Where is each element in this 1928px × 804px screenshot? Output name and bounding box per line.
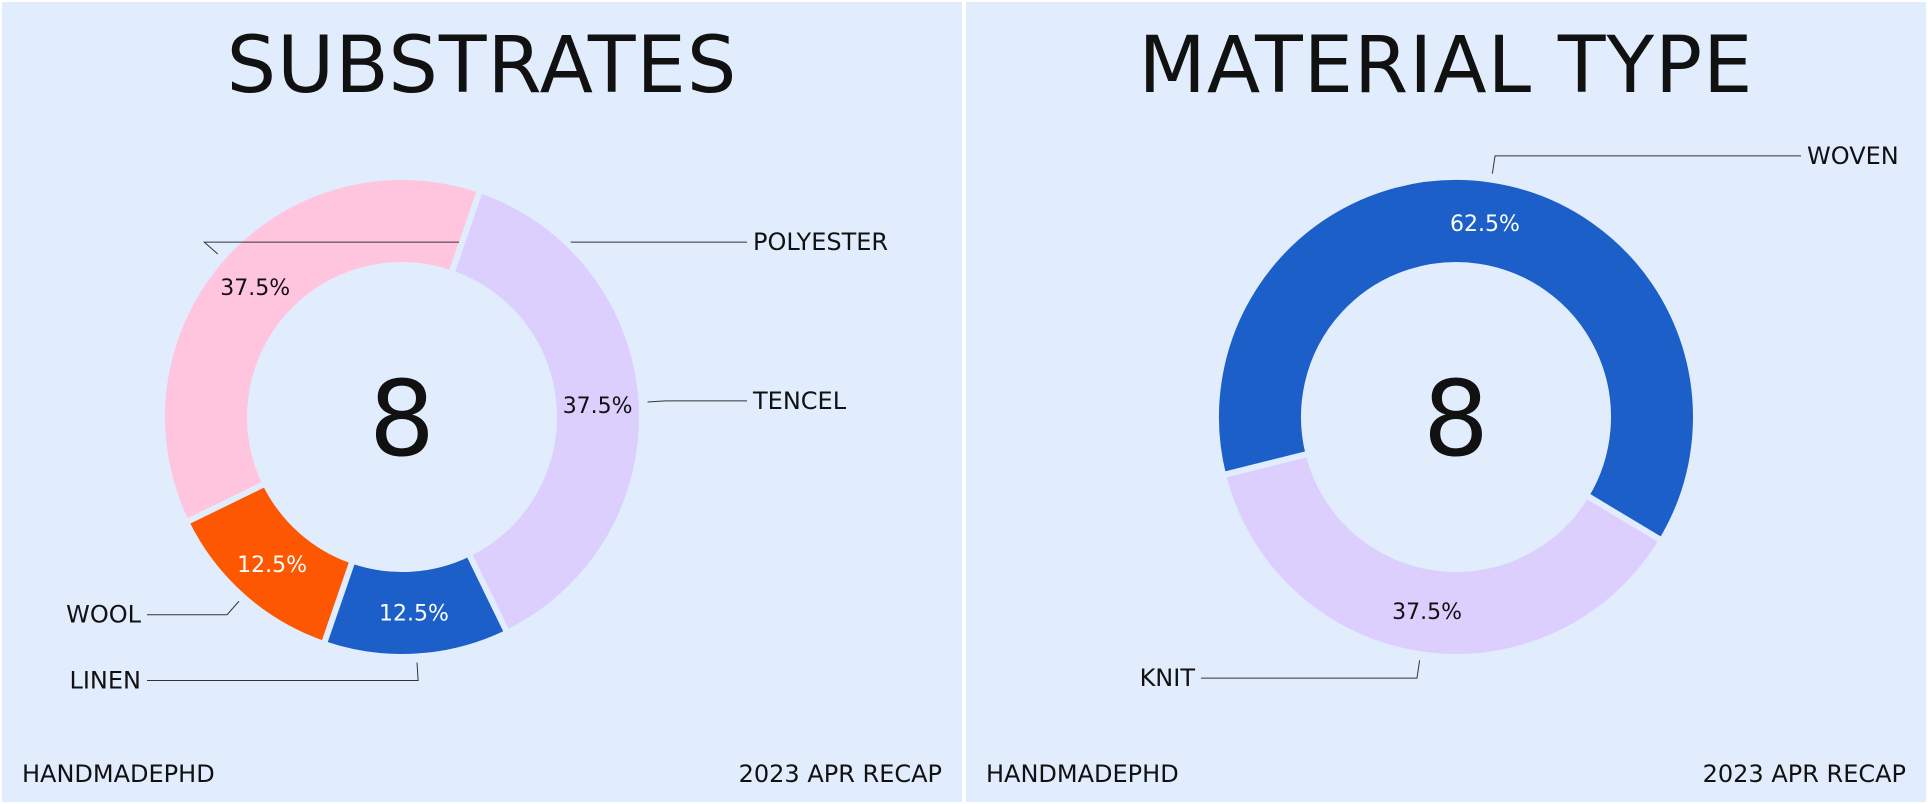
footer-brand: HANDMADEPHD	[22, 760, 215, 788]
slice-polyester	[159, 174, 484, 527]
slice-wool	[182, 479, 357, 648]
category-label-wool: WOOL	[66, 601, 142, 629]
leader-line	[1201, 660, 1421, 679]
slice-tencel	[447, 186, 645, 637]
leader-line	[147, 600, 240, 616]
category-label-knit: KNIT	[1140, 664, 1196, 692]
slice-value-label: 12.5%	[379, 602, 449, 627]
material-type-panel: MATERIAL TYPE 62.5% WOVEN 37.5% KNIT 8 HANDM…	[966, 2, 1926, 802]
leader-line	[1491, 155, 1801, 174]
center-total: 8	[369, 358, 435, 480]
chart-title: SUBSTRATES	[226, 21, 738, 111]
substrates-panel: SUBSTRATES 37.5% POLYESTER 37.5% TENCEL 12.5…	[2, 2, 962, 802]
category-label-polyester: POLYESTER	[753, 228, 888, 256]
slice-value-label: 37.5%	[563, 394, 633, 419]
slice-knit	[1219, 450, 1666, 660]
leader-line	[147, 662, 419, 682]
slice-value-label: 62.5%	[1450, 212, 1520, 237]
category-label-woven: WOVEN	[1807, 142, 1899, 170]
category-label-tencel: TENCEL	[752, 387, 847, 415]
footer-brand: HANDMADEPHD	[986, 760, 1179, 788]
footer-recap: 2023 APR RECAP	[1702, 760, 1906, 788]
slice-value-label: 37.5%	[220, 276, 290, 301]
slice-value-label: 12.5%	[237, 553, 307, 578]
slice-value-label: 37.5%	[1392, 600, 1462, 625]
center-total: 8	[1423, 358, 1489, 480]
footer-recap: 2023 APR RECAP	[738, 760, 942, 788]
substrates-donut-chart: 37.5% POLYESTER 37.5% TENCEL 12.5% LINEN 12.5%…	[66, 174, 888, 695]
chart-title: MATERIAL TYPE	[1138, 21, 1754, 111]
slice-woven	[1213, 174, 1699, 545]
leader-line	[647, 400, 747, 403]
category-label-linen: LINEN	[69, 667, 141, 695]
material-type-donut-chart: 62.5% WOVEN 37.5% KNIT 8	[1140, 142, 1899, 692]
